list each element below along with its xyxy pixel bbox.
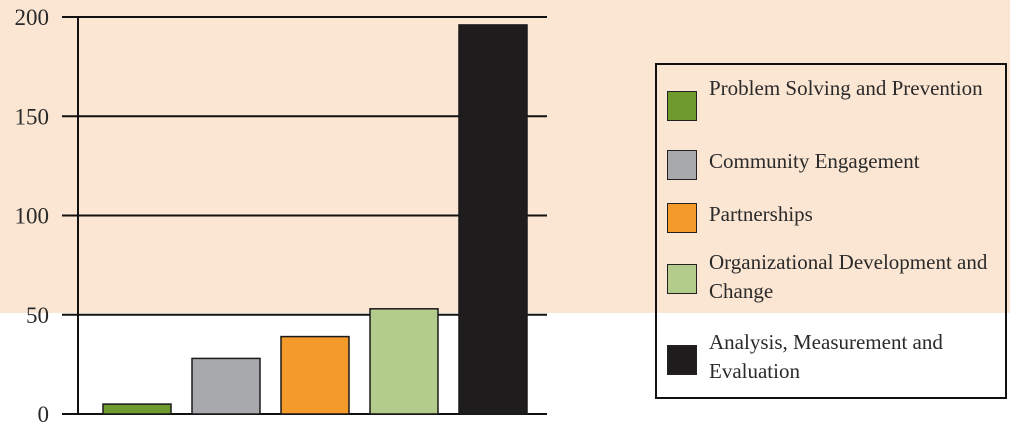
y-tick-label: 150 (15, 104, 50, 129)
legend-swatch-community-engagement (667, 150, 697, 180)
legend-label-community-engagement: Community Engagement (709, 149, 920, 173)
bar (102, 403, 172, 415)
bars (102, 24, 528, 415)
legend-label-analysis-measurement: Analysis, Measurement and Evaluation (709, 330, 943, 383)
legend-label-problem-solving: Problem Solving and Prevention (709, 76, 983, 100)
legend: Problem Solving and Prevention Community… (655, 63, 1007, 399)
bar (191, 357, 261, 415)
legend-swatch-problem-solving (667, 91, 697, 121)
bar (458, 24, 528, 415)
y-tick-label: 200 (15, 5, 50, 30)
legend-swatch-partnerships (667, 203, 697, 233)
y-tick-labels: 0 50 100 150 200 (15, 5, 50, 426)
y-tick-label: 100 (15, 204, 50, 229)
y-tick-label: 50 (26, 303, 49, 328)
legend-label-partnerships: Partnerships (709, 202, 813, 226)
legend-label-organizational-development: Organizational Development and Change (709, 250, 988, 303)
legend-swatch-analysis-measurement (667, 345, 697, 375)
y-tick-label: 0 (38, 402, 50, 426)
bar (280, 335, 350, 415)
legend-swatch-organizational-development (667, 264, 697, 294)
bar (369, 308, 439, 415)
